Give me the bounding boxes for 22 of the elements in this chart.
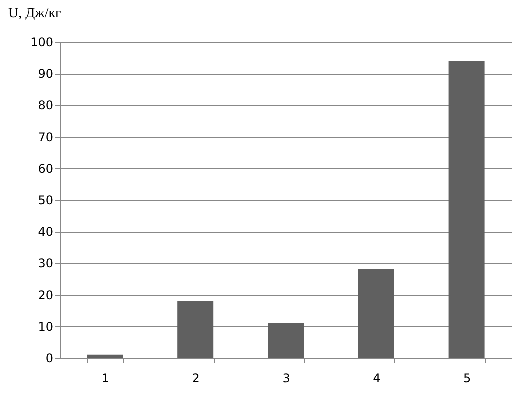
x-tick-label: 2 [192, 372, 200, 386]
x-tick-label: 1 [102, 372, 110, 386]
bar [268, 323, 304, 358]
y-tick-label: 60 [38, 162, 54, 176]
y-tick-label: 70 [38, 130, 54, 144]
y-tick-label: 90 [38, 67, 54, 82]
x-tick-label: 5 [463, 372, 472, 386]
y-tick-label: 40 [38, 225, 54, 240]
bar [358, 270, 394, 358]
bar [178, 301, 214, 358]
x-tick-label: 3 [282, 372, 290, 386]
y-tick-label: 100 [30, 36, 54, 50]
y-tick-label: 30 [38, 256, 54, 271]
y-axis-title: U, Дж/кг [8, 6, 62, 22]
bar [448, 60, 485, 358]
y-tick-label: 0 [46, 352, 54, 366]
bar [87, 354, 124, 358]
y-tick-label: 10 [38, 320, 54, 334]
y-tick-label: 20 [38, 288, 54, 302]
x-tick-label: 4 [373, 372, 381, 386]
y-tick-label: 50 [38, 194, 54, 208]
y-tick-label: 80 [38, 98, 54, 113]
